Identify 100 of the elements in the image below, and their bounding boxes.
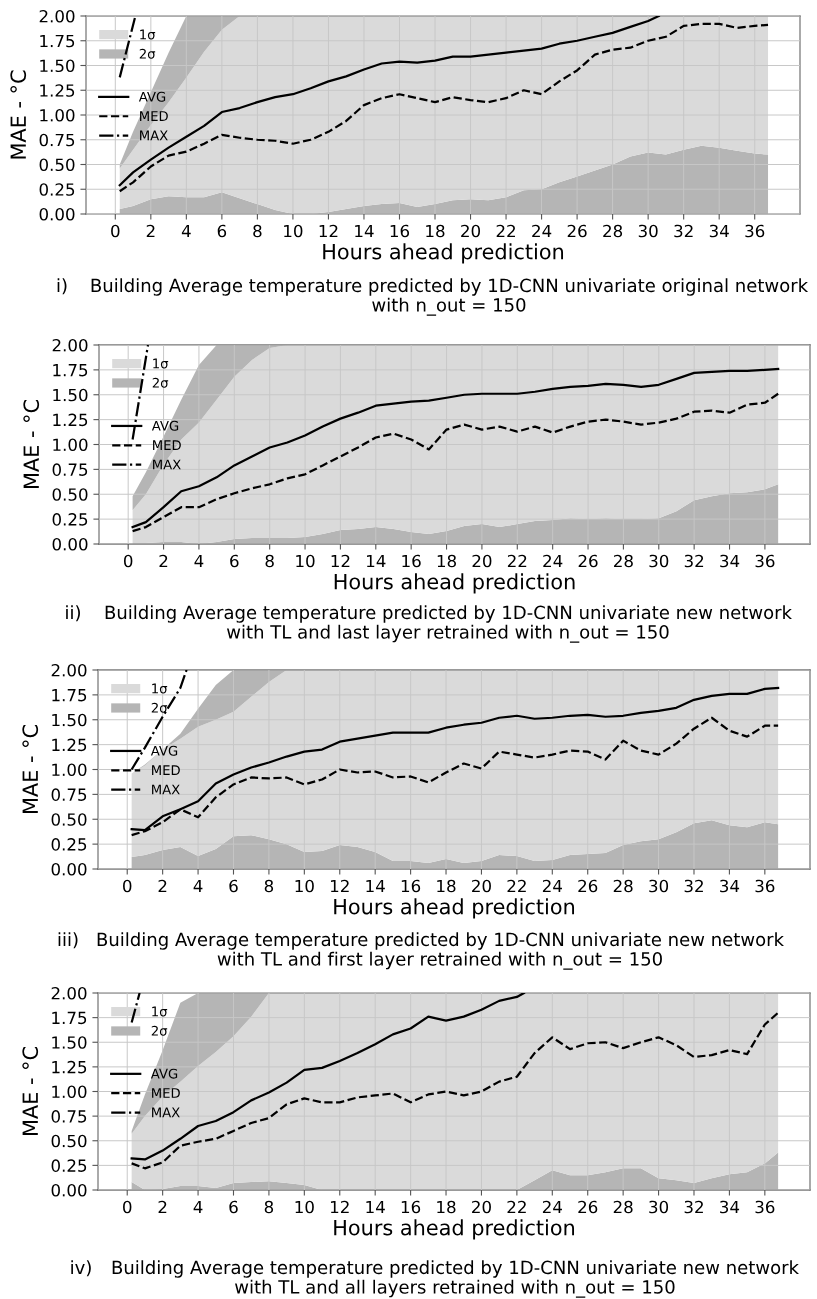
x-tick-label: 36 bbox=[745, 224, 765, 238]
text: iv) bbox=[71, 1260, 91, 1277]
x-tick-label: 24 bbox=[542, 879, 562, 893]
text: Building Average temperature predicted by 1D-CNN univariate original network with n_out = 150 bbox=[91, 278, 809, 316]
x-tick-label: 14 bbox=[366, 1200, 385, 1214]
y-tick-label: 0.25 bbox=[51, 1159, 87, 1172]
x-tick-label: 20 bbox=[461, 224, 481, 238]
y-tick-label: 0.25 bbox=[51, 838, 87, 851]
x-tick-label: 26 bbox=[578, 879, 598, 893]
y-tick-label: 0.50 bbox=[52, 488, 88, 501]
legend-label: 2σ bbox=[151, 1025, 168, 1036]
y-tick-label: 1.75 bbox=[53, 364, 88, 377]
x-tick-label: 34 bbox=[720, 554, 740, 568]
x-tick-label: 26 bbox=[578, 554, 598, 568]
x-tick-label: 10 bbox=[296, 554, 315, 568]
legend-label: MED bbox=[153, 440, 181, 450]
y-tick-label: 0.00 bbox=[51, 862, 87, 876]
x-tick-label: 34 bbox=[720, 1200, 740, 1214]
x-tick-label: 22 bbox=[507, 879, 526, 893]
x-tick-label: 22 bbox=[507, 554, 527, 568]
y-tick-label: 1.00 bbox=[52, 1085, 87, 1099]
x-tick-label: 12 bbox=[330, 879, 349, 893]
x-tick-label: 6 bbox=[230, 554, 239, 568]
x-tick-label: 6 bbox=[217, 224, 227, 238]
x-tick-label: 24 bbox=[542, 1200, 562, 1214]
x-tick-label: 20 bbox=[472, 879, 491, 893]
y-tick-label: 0.75 bbox=[52, 463, 88, 476]
text: iii) bbox=[58, 932, 78, 949]
text: Building Average temperature predicted by 1D-CNN univariate new network with TL and last layer retrained with n_out = 150 bbox=[105, 605, 792, 643]
legend-label: 2σ bbox=[151, 702, 168, 713]
x-tick-label: 28 bbox=[614, 554, 633, 568]
y-tick-label: 0.00 bbox=[52, 537, 88, 551]
x-tick-label: 14 bbox=[367, 554, 386, 568]
y-tick-label: 1.00 bbox=[40, 108, 75, 122]
line-series bbox=[131, 367, 780, 529]
legend-label: 1σ bbox=[153, 358, 169, 369]
x-tick-label: 16 bbox=[402, 554, 421, 568]
y-tick-label: 1.25 bbox=[40, 84, 75, 97]
x-tick-label: 28 bbox=[603, 224, 623, 238]
x-tick-label: 0 bbox=[111, 224, 120, 238]
y-axis-title: MAE - °C bbox=[23, 400, 40, 489]
x-tick-label: 14 bbox=[366, 879, 385, 893]
x-tick-label: 22 bbox=[496, 224, 515, 238]
x-tick-label: 0 bbox=[123, 1200, 132, 1214]
legend-label: MAX bbox=[153, 459, 181, 470]
x-tick-label: 22 bbox=[507, 1200, 526, 1214]
x-tick-label: 24 bbox=[532, 224, 552, 238]
y-tick-label: 0.00 bbox=[39, 207, 75, 221]
x-axis-title: Hours ahead prediction bbox=[334, 1219, 575, 1240]
x-tick-label: 32 bbox=[684, 879, 703, 893]
line-series bbox=[130, 993, 526, 1161]
y-tick-label: 0.00 bbox=[51, 1183, 87, 1197]
legend-label: MAX bbox=[152, 1107, 180, 1118]
x-tick-label: 32 bbox=[684, 554, 704, 568]
y-axis-title: MAE - °C bbox=[22, 725, 39, 814]
x-tick-label: 34 bbox=[709, 224, 729, 238]
x-tick-label: 36 bbox=[755, 879, 775, 893]
x-tick-label: 16 bbox=[390, 224, 410, 238]
text: ii) bbox=[66, 605, 80, 622]
x-tick-label: 34 bbox=[720, 879, 740, 893]
x-tick-label: 2 bbox=[158, 879, 167, 893]
y-tick-label: 1.50 bbox=[53, 388, 88, 402]
text: i) bbox=[57, 278, 67, 295]
legend-label: 1σ bbox=[152, 1006, 168, 1017]
x-tick-label: 32 bbox=[674, 224, 693, 238]
y-tick-label: 1.25 bbox=[52, 1060, 87, 1074]
legend-label: MAX bbox=[152, 784, 180, 795]
x-tick-label: 26 bbox=[578, 1200, 598, 1214]
x-tick-label: 0 bbox=[123, 879, 132, 893]
legend-label: 2σ bbox=[152, 377, 169, 388]
x-tick-label: 18 bbox=[437, 879, 456, 893]
line-series bbox=[118, 16, 660, 187]
x-tick-label: 10 bbox=[295, 1200, 314, 1214]
y-tick-label: 1.75 bbox=[52, 689, 87, 702]
y-tick-label: 1.75 bbox=[52, 1011, 87, 1025]
x-tick-label: 32 bbox=[684, 1200, 703, 1214]
x-axis-title: Hours ahead prediction bbox=[323, 243, 564, 264]
x-tick-label: 16 bbox=[401, 1200, 421, 1214]
legend-label: 1σ bbox=[152, 683, 168, 694]
y-tick-label: 1.50 bbox=[52, 713, 87, 727]
legend-label: 2σ bbox=[139, 48, 156, 59]
legend-label: 1σ bbox=[140, 29, 156, 40]
x-tick-label: 8 bbox=[264, 879, 274, 893]
x-tick-label: 10 bbox=[295, 879, 314, 893]
y-tick-label: 1.25 bbox=[53, 413, 88, 427]
y-axis-title: MAE - °C bbox=[10, 70, 27, 159]
y-tick-label: 0.75 bbox=[51, 788, 87, 801]
y-tick-label: 0.75 bbox=[39, 133, 75, 147]
x-tick-label: 16 bbox=[401, 879, 421, 893]
x-axis-title: Hours ahead prediction bbox=[334, 573, 575, 594]
legend-label: AVG bbox=[150, 745, 178, 756]
x-tick-label: 30 bbox=[649, 1200, 669, 1214]
legend-label: AVG bbox=[151, 420, 179, 431]
x-tick-label: 12 bbox=[331, 554, 350, 568]
legend-label: MED bbox=[152, 1088, 180, 1098]
x-tick-label: 24 bbox=[543, 554, 563, 568]
x-tick-label: 18 bbox=[437, 1200, 456, 1214]
x-tick-label: 30 bbox=[638, 224, 658, 238]
x-tick-label: 36 bbox=[755, 1200, 775, 1214]
x-tick-label: 8 bbox=[265, 554, 274, 568]
